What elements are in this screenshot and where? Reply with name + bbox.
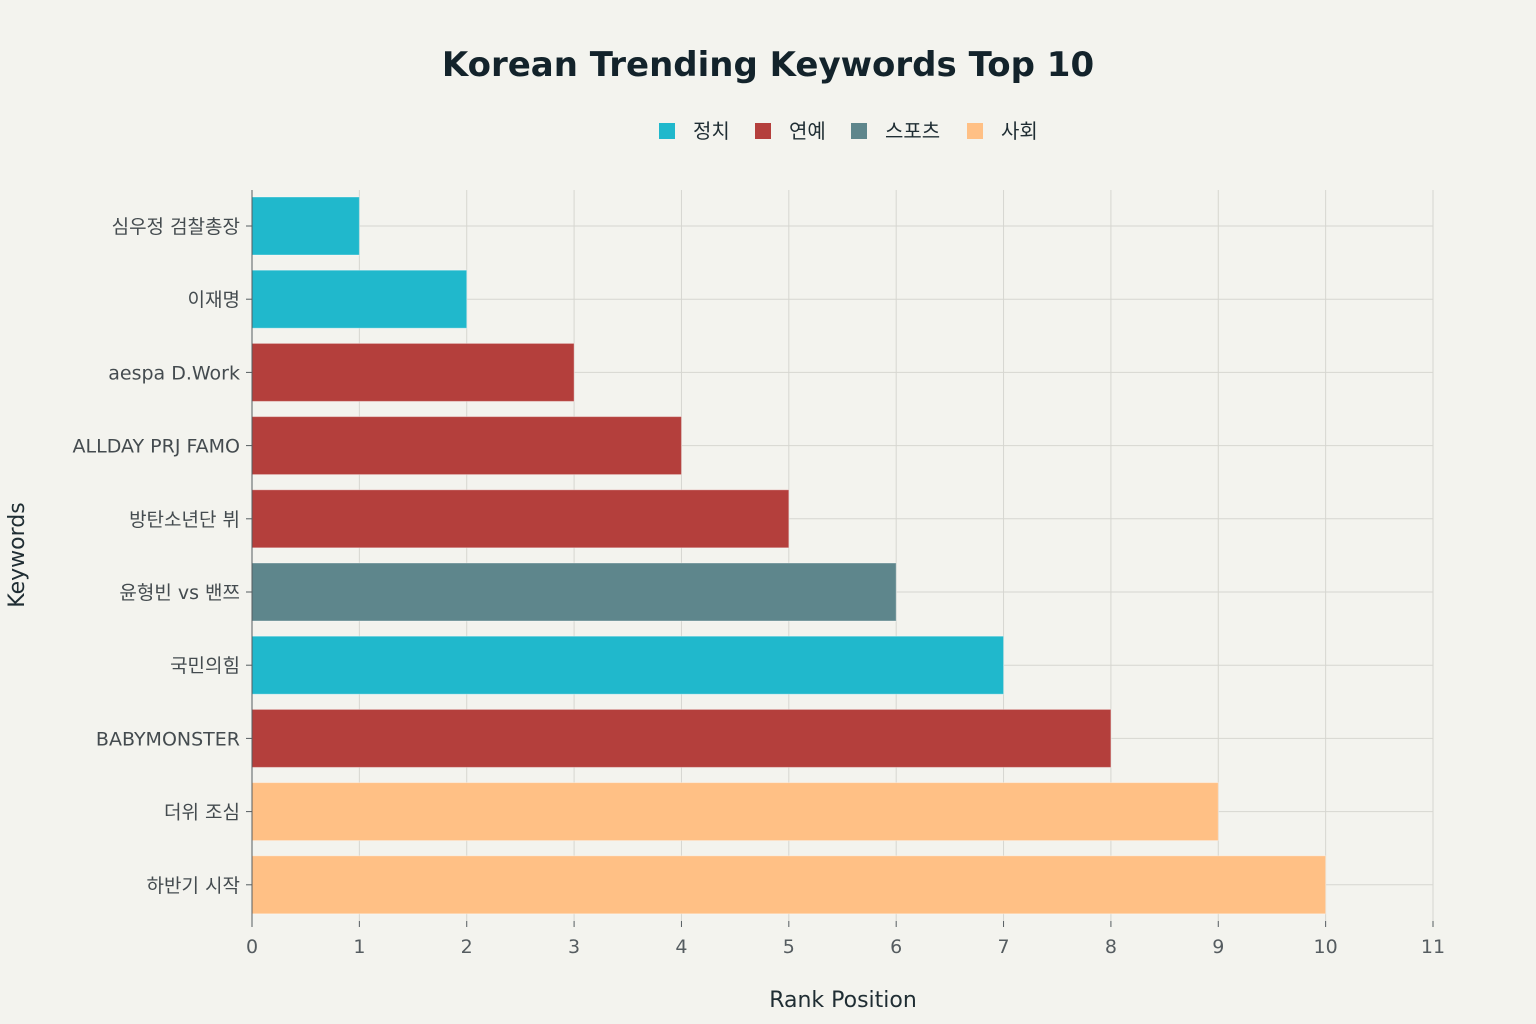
category-label-6: 국민의힘 (170, 655, 240, 677)
x-tick-label-0: 0 (246, 936, 258, 958)
legend-label-2: 스포츠 (885, 119, 940, 143)
x-tick-label-7: 7 (997, 936, 1009, 958)
category-label-9: 하반기 시작 (147, 875, 240, 897)
chart-title: Korean Trending Keywords Top 10 (442, 45, 1094, 85)
x-tick-labels: 0 1 2 3 4 5 6 7 8 9 10 11 (246, 936, 1445, 958)
category-label-0: 심우정 검찰총장 (112, 216, 240, 238)
x-tick-label-9: 9 (1212, 936, 1224, 958)
x-tick-label-3: 3 (568, 936, 580, 958)
category-label-3: ALLDAY PRJ FAMO (73, 436, 240, 458)
legend: 정치 연예 스포츠 사회 (659, 119, 1038, 143)
bars (251, 196, 1327, 915)
x-tick-label-11: 11 (1421, 936, 1445, 958)
x-tick-label-6: 6 (890, 936, 902, 958)
bar-1 (251, 269, 468, 329)
x-tick-label-4: 4 (675, 936, 687, 958)
axes (246, 190, 1434, 927)
bar-7 (251, 708, 1112, 768)
x-tick-label-1: 1 (353, 936, 365, 958)
category-label-1: 이재명 (188, 289, 240, 311)
x-tick-label-10: 10 (1314, 936, 1338, 958)
legend-swatch-3 (967, 123, 983, 139)
legend-label-3: 사회 (1001, 119, 1038, 143)
bar-0 (251, 196, 360, 256)
y-axis-title: Keywords (5, 502, 30, 607)
bar-6 (251, 635, 1005, 695)
legend-label-1: 연예 (789, 119, 826, 143)
category-label-7: BABYMONSTER (96, 728, 240, 750)
bar-5 (251, 562, 897, 622)
category-label-2: aespa D.Work (108, 362, 240, 384)
legend-label-0: 정치 (693, 119, 730, 143)
category-label-5: 윤형빈 vs 밴쯔 (119, 582, 240, 604)
legend-swatch-2 (851, 123, 867, 139)
bar-2 (251, 342, 575, 402)
bar-9 (251, 855, 1327, 915)
category-label-4: 방탄소년단 뷔 (129, 509, 240, 531)
bar-3 (251, 416, 682, 476)
bar-8 (251, 782, 1219, 842)
legend-swatch-1 (755, 123, 771, 139)
x-axis-title: Rank Position (769, 988, 917, 1013)
x-tick-label-5: 5 (783, 936, 795, 958)
x-tick-label-8: 8 (1105, 936, 1117, 958)
category-label-8: 더위 조심 (164, 802, 240, 824)
x-tick-label-2: 2 (461, 936, 473, 958)
legend-swatch-0 (659, 123, 675, 139)
bar-4 (251, 489, 790, 549)
